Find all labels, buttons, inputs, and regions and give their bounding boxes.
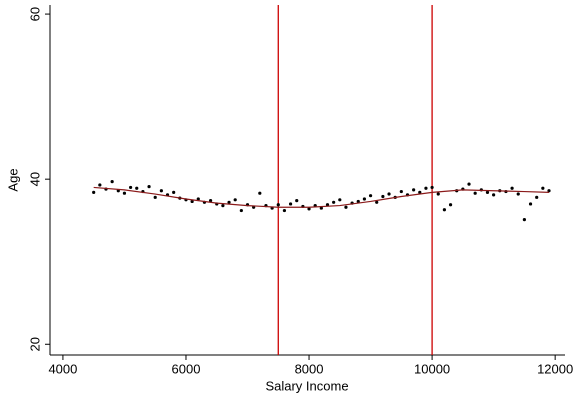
- point: [375, 200, 379, 204]
- point: [547, 189, 551, 193]
- point: [110, 180, 114, 184]
- point: [282, 208, 287, 213]
- point: [135, 186, 139, 190]
- point: [325, 203, 330, 207]
- point: [190, 199, 194, 204]
- point: [221, 203, 225, 208]
- point: [412, 188, 416, 192]
- point: [368, 194, 373, 198]
- point: [129, 185, 133, 190]
- y-tick-label: 40: [27, 172, 42, 186]
- x-tick-label: 8000: [295, 361, 324, 376]
- point: [147, 185, 151, 189]
- point: [516, 192, 520, 196]
- fit-line: [93, 186, 550, 208]
- point: [485, 190, 490, 194]
- point: [510, 186, 514, 190]
- point: [344, 205, 348, 209]
- point: [295, 199, 299, 203]
- point: [418, 190, 422, 194]
- point: [467, 182, 471, 186]
- x-axis-label: Salary Income: [265, 378, 348, 393]
- point: [98, 183, 102, 187]
- point: [338, 198, 342, 202]
- point: [332, 200, 336, 204]
- point: [307, 207, 311, 211]
- point: [153, 195, 157, 199]
- point: [528, 202, 533, 206]
- point: [399, 189, 403, 194]
- point: [448, 203, 453, 207]
- point: [381, 194, 385, 199]
- point: [362, 197, 367, 201]
- point: [442, 208, 447, 212]
- point: [122, 191, 127, 195]
- x-tick-label: 10000: [414, 361, 450, 376]
- point: [424, 186, 428, 190]
- y-tick-label: 20: [27, 337, 42, 351]
- y-axis-label: Age: [5, 168, 20, 191]
- point: [159, 189, 163, 193]
- point: [430, 185, 434, 190]
- point: [522, 218, 526, 222]
- point: [535, 195, 539, 199]
- point: [172, 190, 176, 194]
- point: [227, 200, 231, 204]
- point: [92, 190, 96, 194]
- point: [319, 206, 323, 210]
- point: [541, 186, 545, 190]
- point: [233, 198, 237, 202]
- point: [258, 191, 262, 195]
- point: [356, 199, 360, 204]
- x-tick-label: 12000: [537, 361, 573, 376]
- point: [288, 202, 293, 206]
- x-tick-label: 6000: [172, 361, 201, 376]
- point: [196, 197, 200, 201]
- point: [387, 192, 391, 196]
- y-tick-label: 60: [27, 7, 42, 21]
- point: [276, 203, 280, 207]
- x-tick-label: 4000: [48, 361, 77, 376]
- point: [208, 199, 213, 203]
- point: [436, 192, 440, 196]
- point: [239, 208, 243, 213]
- point: [473, 191, 477, 195]
- point: [492, 193, 496, 197]
